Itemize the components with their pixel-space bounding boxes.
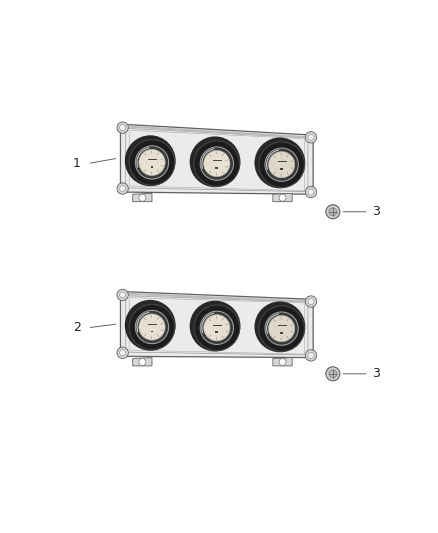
Text: 2: 2	[73, 321, 81, 334]
Circle shape	[308, 189, 314, 195]
Circle shape	[279, 194, 286, 201]
Circle shape	[265, 312, 298, 345]
Circle shape	[139, 149, 165, 175]
Bar	[215, 167, 218, 169]
Circle shape	[308, 134, 314, 140]
Circle shape	[139, 314, 165, 340]
Circle shape	[308, 298, 314, 304]
Circle shape	[120, 125, 126, 131]
Circle shape	[279, 359, 286, 366]
Circle shape	[305, 187, 317, 198]
Circle shape	[120, 185, 126, 191]
Polygon shape	[273, 193, 292, 201]
Circle shape	[329, 370, 337, 378]
Circle shape	[268, 151, 295, 178]
Circle shape	[129, 140, 175, 185]
Circle shape	[190, 301, 240, 351]
Circle shape	[200, 311, 233, 344]
Text: 3: 3	[372, 205, 380, 218]
Text: 1: 1	[73, 157, 81, 170]
Circle shape	[305, 132, 317, 143]
Circle shape	[125, 135, 176, 186]
Circle shape	[326, 205, 340, 219]
Circle shape	[268, 316, 295, 342]
Circle shape	[117, 183, 128, 194]
Circle shape	[117, 289, 128, 301]
Circle shape	[254, 302, 305, 352]
Polygon shape	[120, 124, 313, 194]
Circle shape	[305, 296, 317, 307]
Circle shape	[139, 359, 146, 366]
Circle shape	[259, 142, 304, 188]
Circle shape	[129, 304, 175, 350]
Polygon shape	[133, 358, 152, 366]
Circle shape	[117, 347, 128, 359]
Bar	[215, 332, 218, 333]
Circle shape	[135, 146, 169, 179]
Text: 3: 3	[372, 367, 380, 381]
Circle shape	[305, 350, 317, 361]
Circle shape	[308, 352, 314, 359]
Circle shape	[204, 150, 230, 177]
Circle shape	[329, 208, 337, 216]
Bar	[151, 330, 153, 332]
Bar	[151, 166, 153, 168]
Circle shape	[194, 141, 240, 187]
Circle shape	[120, 350, 126, 356]
Polygon shape	[273, 358, 292, 366]
Circle shape	[125, 300, 176, 351]
Polygon shape	[133, 193, 152, 201]
Bar	[280, 168, 283, 170]
Circle shape	[194, 305, 240, 351]
Circle shape	[135, 310, 169, 344]
Polygon shape	[120, 292, 313, 358]
Circle shape	[326, 367, 340, 381]
Circle shape	[204, 314, 230, 341]
Circle shape	[190, 136, 240, 187]
Circle shape	[259, 306, 304, 351]
Bar	[280, 332, 283, 334]
Circle shape	[265, 148, 298, 181]
Circle shape	[200, 147, 233, 180]
Circle shape	[117, 122, 128, 133]
Circle shape	[139, 194, 146, 201]
Circle shape	[254, 138, 305, 188]
Circle shape	[120, 292, 126, 298]
